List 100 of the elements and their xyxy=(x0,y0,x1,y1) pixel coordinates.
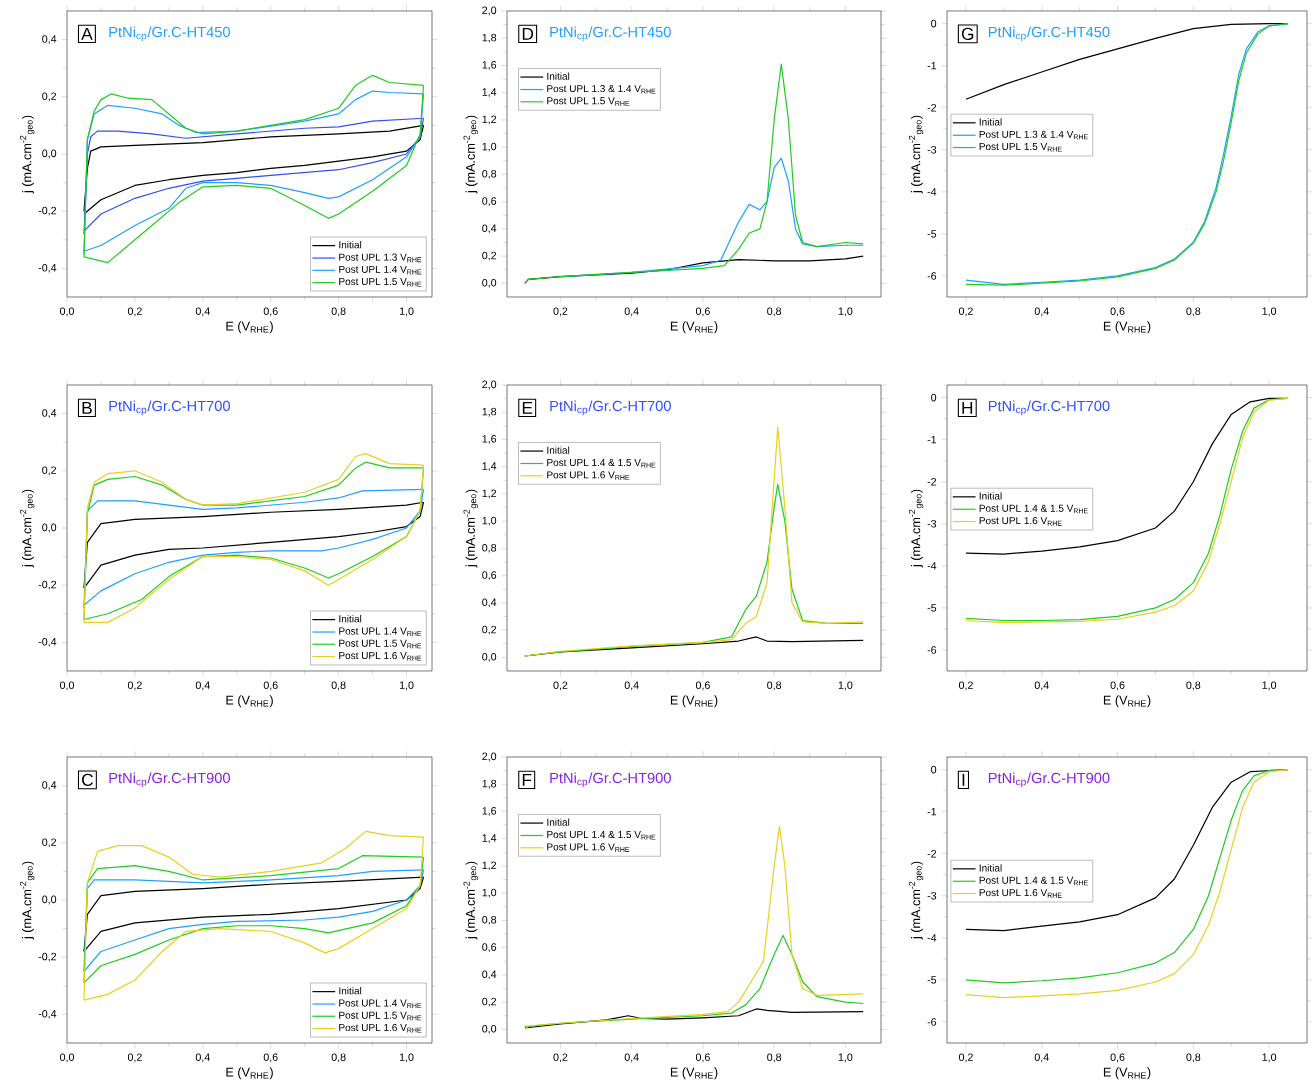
legend-label: Initial xyxy=(547,72,570,80)
legend-label: Initial xyxy=(547,446,570,454)
x-tick-label: 0,8 xyxy=(1186,307,1201,317)
x-axis-title: E (V$_{RHE}$) xyxy=(226,695,273,708)
y-tick-label: -1 xyxy=(927,808,937,816)
y-tick-label: 0,0 xyxy=(42,523,57,533)
y-axis-title: j (mA.cm$^{-2}$$_{geo}$) xyxy=(908,861,924,940)
y-tick-label: 1,4 xyxy=(482,88,497,98)
y-tick-label: 0,8 xyxy=(482,544,497,553)
legend-label: Post UPL 1.5 V$_{RHE}$ xyxy=(339,639,422,649)
y-tick-label: 1,6 xyxy=(482,435,497,444)
text: PtNi$_{cp}$/Gr.C-HT900 xyxy=(109,772,230,788)
y-tick-label: 0 xyxy=(931,765,937,774)
x-axis-title: E (V$_{RHE}$) xyxy=(670,321,718,334)
legend-label: Post UPL 1.3 & 1.4 V$_{RHE}$ xyxy=(979,130,1088,140)
text: PtNi$_{cp}$/Gr.C-HT700 xyxy=(109,400,230,416)
x-axis-title: E (V$_{RHE}$) xyxy=(1103,695,1151,708)
x-tick-label: 1,0 xyxy=(1262,1053,1277,1063)
x-tick-label: 0,6 xyxy=(695,681,710,691)
y-tick-label: -4 xyxy=(927,188,937,196)
x-tick-label: 0,6 xyxy=(695,307,710,317)
legend-label: Post UPL 1.4 & 1.5 V$_{RHE}$ xyxy=(979,504,1088,514)
y-tick-label: 0,8 xyxy=(482,170,497,179)
text: PtNi$_{cp}$/Gr.C-HT450 xyxy=(988,26,1110,42)
y-tick-label: 0,2 xyxy=(482,625,497,635)
x-tick-label: 0,8 xyxy=(767,307,782,317)
y-tick-label: 2,0 xyxy=(482,6,497,16)
legend-label: Post UPL 1.3 & 1.4 V$_{RHE}$ xyxy=(547,85,656,94)
x-tick-label: 0,2 xyxy=(553,1053,568,1063)
annotation: E xyxy=(522,401,533,414)
legend-label: Post UPL 1.6 V$_{RHE}$ xyxy=(979,889,1062,898)
legend-label: Post UPL 1.6 V$_{RHE}$ xyxy=(979,517,1062,526)
y-tick-label: 0,2 xyxy=(482,997,497,1007)
y-tick-label: 0,0 xyxy=(482,1024,497,1034)
x-tick-label: 0,6 xyxy=(695,1053,710,1063)
annotation: H xyxy=(962,401,973,414)
text: PtNi$_{cp}$/Gr.C-HT900 xyxy=(550,772,671,788)
y-tick-label: -4 xyxy=(927,934,937,942)
y-axis-title: j (mA.cm$^{-2}$$_{geo}$) xyxy=(19,115,35,194)
legend-label: Initial xyxy=(339,241,362,249)
legend-label: Post UPL 1.5 V$_{RHE}$ xyxy=(339,1011,422,1021)
y-tick-label: -6 xyxy=(927,272,937,280)
legend-label: Initial xyxy=(339,987,362,995)
x-tick-label: 0,4 xyxy=(1034,1053,1049,1063)
y-tick-label: 0,0 xyxy=(482,652,497,662)
y-tick-label: 1,4 xyxy=(482,834,497,844)
annotation: F xyxy=(522,773,532,786)
y-tick-label: 0,6 xyxy=(482,943,497,953)
x-tick-label: 0,2 xyxy=(553,307,568,317)
y-tick-label: 0 xyxy=(931,19,937,28)
y-tick-label: 0,4 xyxy=(42,35,57,44)
y-tick-label: 1,2 xyxy=(482,489,497,499)
y-tick-label: -1 xyxy=(927,435,937,444)
x-tick-label: 0,8 xyxy=(1186,1053,1201,1063)
legend-label: Post UPL 1.5 V$_{RHE}$ xyxy=(339,278,422,287)
y-tick-label: -5 xyxy=(927,604,937,612)
legend-label: Post UPL 1.6 V$_{RHE}$ xyxy=(339,1024,422,1033)
y-tick-label: 1,8 xyxy=(482,779,497,789)
y-tick-label: -1 xyxy=(927,61,937,70)
y-axis-title: j (mA.cm$^{-2}$$_{geo}$) xyxy=(463,489,478,568)
y-tick-label: -6 xyxy=(927,646,937,654)
y-tick-label: 0,6 xyxy=(482,571,497,581)
x-axis-title: E (V$_{RHE}$) xyxy=(670,695,718,708)
y-tick-label: -3 xyxy=(927,892,937,900)
y-tick-label: -5 xyxy=(927,230,937,238)
x-tick-label: 1,0 xyxy=(399,1053,414,1063)
y-tick-label: 0,0 xyxy=(482,278,497,288)
y-tick-label: 0,8 xyxy=(482,916,497,925)
legend-label: Initial xyxy=(979,864,1002,872)
annotation: B xyxy=(82,401,92,414)
y-tick-label: 0,4 xyxy=(482,970,497,980)
y-tick-label: 0,2 xyxy=(42,466,57,476)
x-tick-label: 0,6 xyxy=(263,307,278,317)
y-tick-label: 1,6 xyxy=(482,807,497,816)
y-tick-label: 0 xyxy=(931,393,937,402)
text: PtNi$_{cp}$/Gr.C-HT450 xyxy=(109,26,230,42)
y-tick-label: 0,2 xyxy=(42,92,57,102)
text: PtNi$_{cp}$/Gr.C-HT700 xyxy=(988,400,1110,416)
x-axis-title: E (V$_{RHE}$) xyxy=(670,1067,718,1080)
y-axis-title: j (mA.cm$^{-2}$$_{geo}$) xyxy=(463,861,478,940)
x-tick-label: 1,0 xyxy=(399,681,414,691)
y-tick-label: 0,4 xyxy=(42,781,57,790)
x-axis-title: E (V$_{RHE}$) xyxy=(226,321,273,334)
x-tick-label: 1,0 xyxy=(838,681,853,691)
x-tick-label: 0,2 xyxy=(958,307,973,317)
x-tick-label: 0,8 xyxy=(767,681,782,691)
legend-label: Post UPL 1.5 V$_{RHE}$ xyxy=(547,97,630,106)
x-tick-label: 0,8 xyxy=(331,307,346,317)
x-tick-label: 0,6 xyxy=(1110,307,1125,317)
y-tick-label: -0,2 xyxy=(38,580,57,590)
legend-label: Initial xyxy=(979,118,1002,126)
x-tick-label: 0,2 xyxy=(127,1053,142,1063)
x-tick-label: 0,4 xyxy=(195,1053,210,1063)
x-tick-label: 0,8 xyxy=(767,1053,782,1063)
y-tick-label: -6 xyxy=(927,1018,937,1026)
legend-label: Initial xyxy=(547,818,570,826)
legend-label: Post UPL 1.5 V$_{RHE}$ xyxy=(979,143,1062,152)
y-axis-title: j (mA.cm$^{-2}$$_{geo}$) xyxy=(19,861,35,940)
legend-label: Post UPL 1.4 V$_{RHE}$ xyxy=(339,627,422,637)
y-axis-title: j (mA.cm$^{-2}$$_{geo}$) xyxy=(19,489,35,568)
